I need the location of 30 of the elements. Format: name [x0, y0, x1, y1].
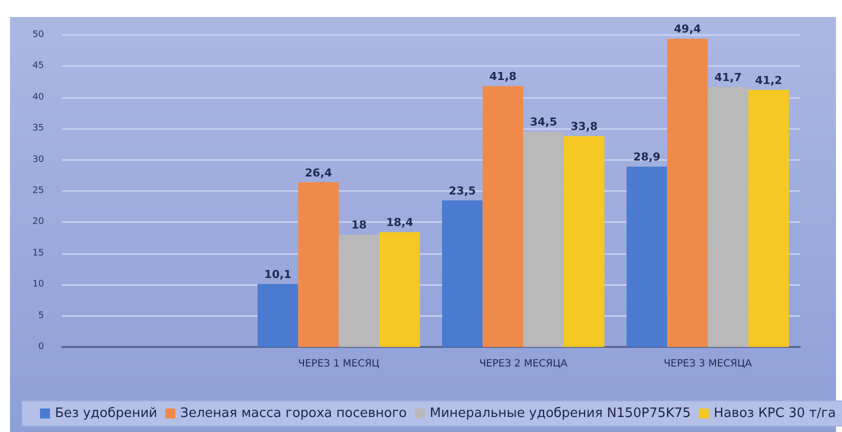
x-tick-label: ЧЕРЕЗ 3 МЕСЯЦА	[664, 358, 752, 370]
y-tick-label: 20	[32, 217, 44, 228]
x-tick-label: ЧЕРЕЗ 1 МЕСЯЦ	[298, 358, 380, 370]
y-tick-label: 50	[32, 30, 44, 40]
data-label: 33,8	[570, 120, 598, 134]
data-label: 41,8	[489, 70, 517, 84]
y-tick-label: 25	[32, 186, 44, 196]
y-tick-label: 35	[32, 124, 44, 134]
data-label: 41,2	[755, 74, 782, 87]
y-tick-label: 5	[38, 310, 44, 321]
legend-label: Без удобрений	[55, 406, 158, 421]
y-tick-label: 45	[32, 61, 44, 72]
data-label: 49,4	[674, 22, 702, 36]
legend-label: Зеленая масса гороха посевного	[180, 406, 407, 421]
data-label: 18	[351, 218, 367, 232]
data-label: 28,9	[633, 150, 660, 164]
data-label: 10,1	[264, 268, 292, 281]
x-tick-label: ЧЕРЕЗ 2 МЕСЯЦА	[479, 358, 568, 370]
legend-label: Минеральные удобрения N150P75K75	[430, 406, 691, 421]
y-tick-label: 40	[32, 92, 44, 102]
legend-label: Навоз КРС 30 т/га	[714, 406, 836, 421]
y-tick-label: 30	[32, 154, 44, 165]
y-tick-label: 10	[32, 280, 44, 290]
y-tick-label: 0	[38, 342, 44, 352]
data-label: 18,4	[386, 216, 414, 230]
y-tick-label: 15	[32, 248, 44, 258]
data-label: 34,5	[530, 116, 558, 129]
data-label: 26,4	[304, 166, 332, 180]
data-label: 41,7	[714, 70, 742, 84]
data-label: 23,5	[448, 184, 476, 198]
